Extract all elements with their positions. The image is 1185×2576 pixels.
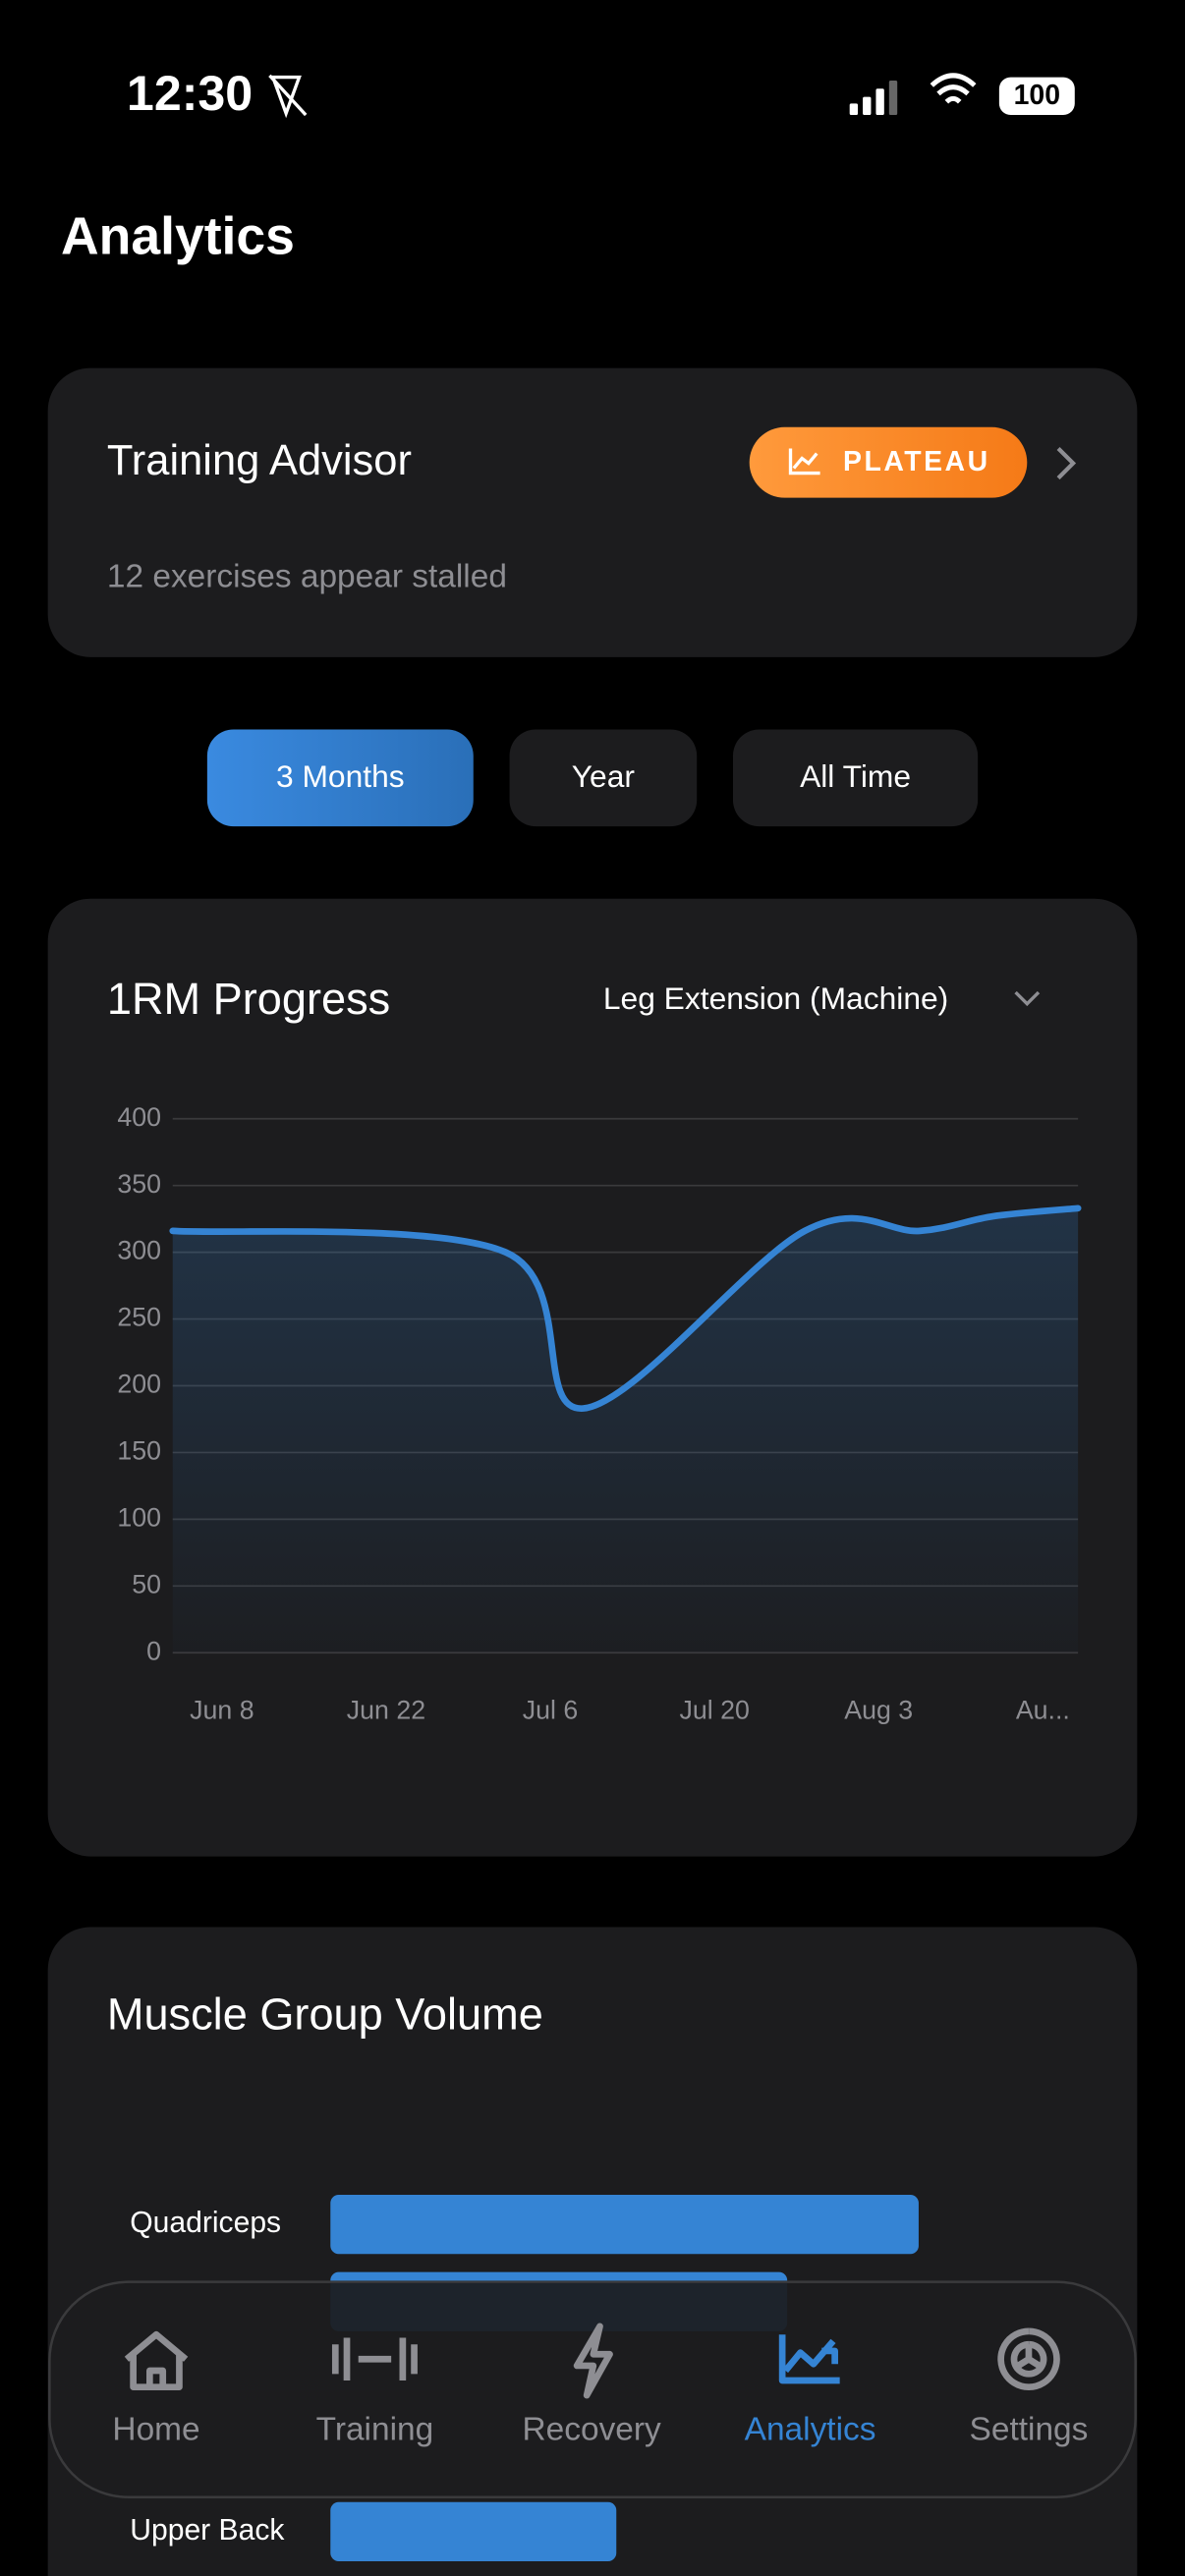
- battery-level: 100: [1014, 80, 1060, 111]
- line-chart: 0 50 100 150 200 250 300 350 400 Jun 8 Jun 22 Jul 6…: [117, 1102, 1082, 1724]
- range-tab-label: All Time: [800, 758, 911, 794]
- tab-label[interactable]: Training: [316, 2412, 434, 2448]
- tab-icon: [573, 2323, 613, 2399]
- x-tick-label: Jun 8: [190, 1695, 254, 1724]
- x-tick-label: Jul 20: [679, 1695, 749, 1724]
- y-tick-label: 0: [146, 1636, 161, 1665]
- tab-icon: [778, 2334, 840, 2384]
- tab-bar: Home Training Recovery Analytics Settings: [48, 2280, 1137, 2498]
- y-tick-label: 300: [117, 1236, 161, 1265]
- range-tab[interactable]: [732, 729, 979, 827]
- tab-label[interactable]: Recovery: [523, 2412, 662, 2448]
- signal-icon: [849, 80, 898, 116]
- range-tab-label: Year: [572, 758, 636, 794]
- tab-label[interactable]: Analytics: [745, 2412, 876, 2448]
- tab-icon: [124, 2330, 189, 2391]
- wifi-icon: [930, 73, 977, 104]
- y-tick-label: 250: [117, 1303, 161, 1332]
- line: [169, 1204, 1082, 1412]
- plateau-badge: [749, 426, 1028, 498]
- range-tab[interactable]: [206, 729, 474, 827]
- chart-title: 1RM Progress: [107, 974, 390, 1024]
- advisor-card[interactable]: [47, 367, 1138, 657]
- tab-label[interactable]: Settings: [970, 2412, 1089, 2448]
- content: 12:30 100 Analytics Training Advisor PLA…: [47, 66, 1138, 2576]
- x-tick-label: Aug 3: [844, 1695, 913, 1724]
- y-tick-label: 400: [117, 1102, 161, 1132]
- tab-icon: [331, 2337, 418, 2381]
- bar: [330, 2501, 617, 2561]
- range-tab[interactable]: [509, 729, 698, 827]
- silent-icon: [268, 74, 308, 119]
- page-title: Analytics: [61, 207, 295, 265]
- advisor-title: Training Advisor: [107, 437, 412, 484]
- advisor-message: 12 exercises appear stalled: [107, 558, 507, 594]
- bar-label: Quadriceps: [130, 2207, 281, 2239]
- area-fill: [172, 1207, 1079, 1653]
- range-tab-label: 3 Months: [276, 758, 405, 794]
- y-tick-label: 150: [117, 1435, 161, 1465]
- tab-label[interactable]: Home: [112, 2412, 199, 2448]
- status-time: 12:30: [127, 66, 253, 121]
- tab-icon: [997, 2327, 1060, 2390]
- y-tick-label: 350: [117, 1169, 161, 1199]
- range-tabs: 3 Months Year All Time: [206, 729, 979, 827]
- chevron: [1056, 447, 1077, 480]
- badge-text: PLATEAU: [843, 446, 990, 477]
- bar: [330, 2195, 919, 2255]
- exercise-selector[interactable]: Leg Extension (Machine): [603, 980, 948, 1016]
- y-tick-label: 50: [132, 1569, 161, 1598]
- badge-icon: [788, 448, 820, 476]
- chart-title: Muscle Group Volume: [107, 1988, 543, 2039]
- dropdown-icon: [1014, 990, 1041, 1007]
- bar-label: Upper Back: [130, 2514, 285, 2547]
- x-tick-label: Jun 22: [347, 1695, 425, 1724]
- x-tick-label: Au...: [1016, 1695, 1070, 1724]
- battery: [998, 77, 1075, 116]
- y-tick-label: 100: [117, 1502, 161, 1532]
- x-tick-label: Jul 6: [523, 1695, 579, 1724]
- y-tick-label: 200: [117, 1370, 161, 1399]
